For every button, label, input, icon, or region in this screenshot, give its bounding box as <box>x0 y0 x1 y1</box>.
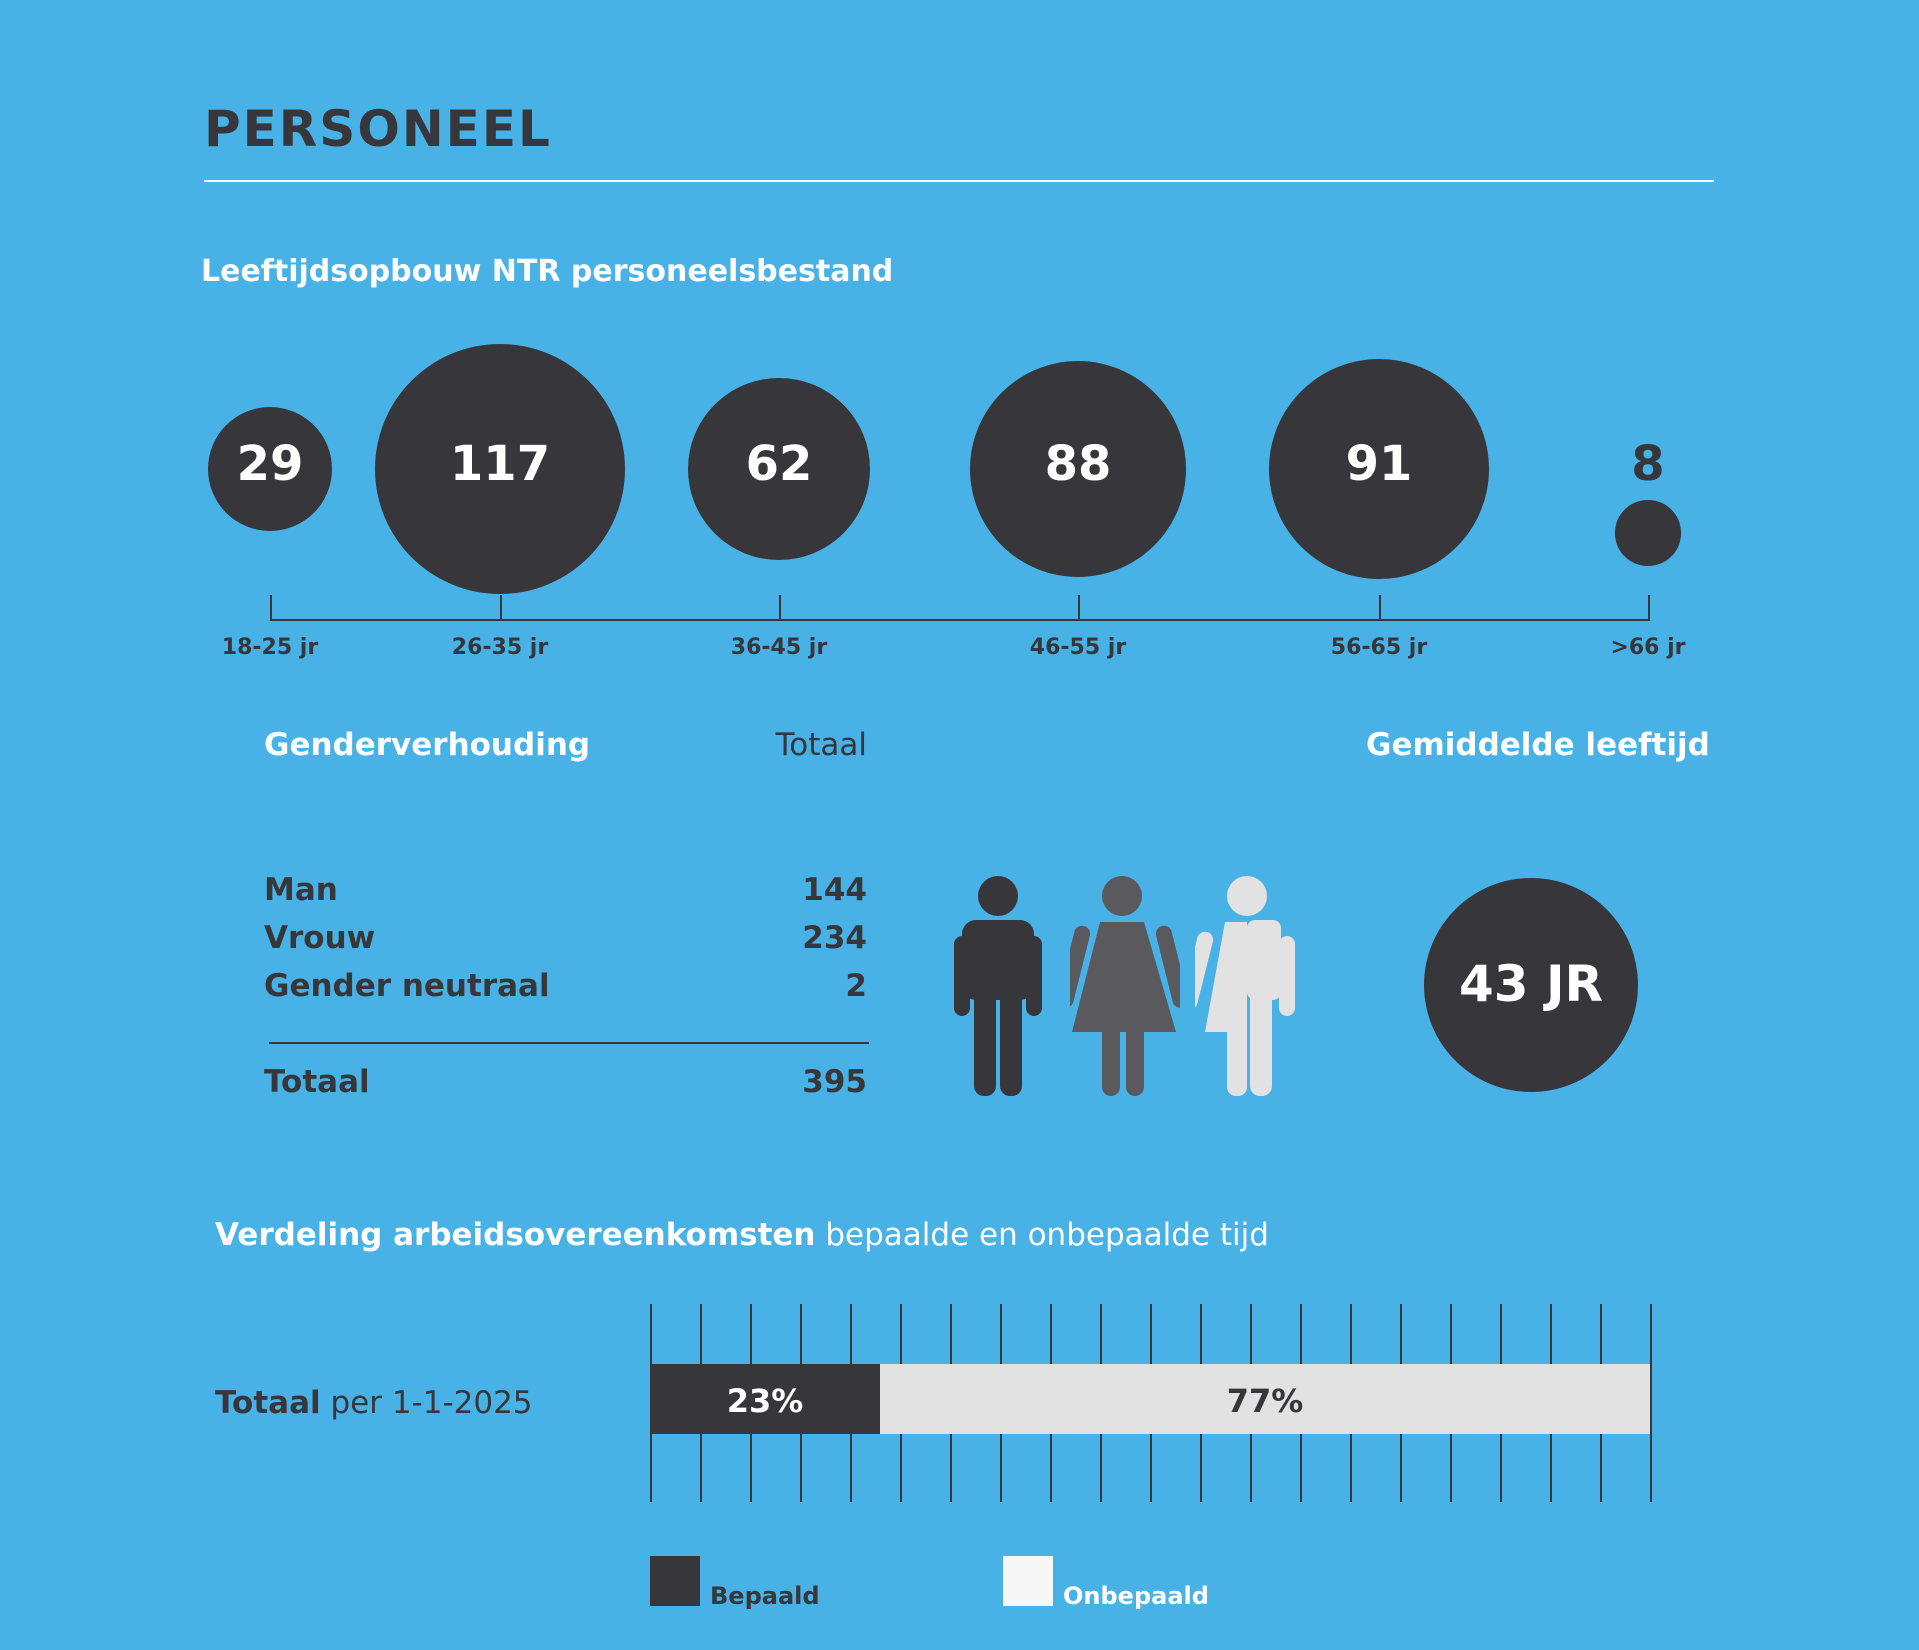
legend-swatch-onbepaald <box>1003 1556 1053 1606</box>
contracts-title-bold: Verdeling arbeidsovereenkomsten <box>215 1217 816 1253</box>
contracts-title-suffix: bepaalde en onbepaalde tijd <box>825 1217 1269 1253</box>
title-divider <box>204 180 1714 182</box>
contracts-row-label: Totaal per 1-1-2025 <box>215 1385 533 1421</box>
age-bubble-value: 88 <box>1044 436 1112 492</box>
age-category-label: 26-35 jr <box>451 635 549 660</box>
age-axis-line <box>270 619 1650 621</box>
contracts-bar-label: 23% <box>726 1382 804 1420</box>
age-bubble <box>969 360 1187 578</box>
gender-row-value: 234 <box>802 920 867 956</box>
gender-heading: Genderverhouding <box>264 727 591 763</box>
contracts-row-label-suffix: per 1-1-2025 <box>330 1385 533 1421</box>
page-title: PERSONEEL <box>204 100 552 158</box>
age-bubble-value: 29 <box>236 436 304 492</box>
age-chart-title: Leeftijdsopbouw NTR personeelsbestand <box>201 254 894 289</box>
age-axis-tick <box>1648 595 1650 621</box>
age-bubble <box>1615 500 1681 566</box>
contracts-bar-segment-bepaald <box>650 1364 880 1434</box>
age-axis-tick <box>500 595 502 621</box>
contracts-row-label-bold: Totaal <box>215 1385 321 1421</box>
gender-neutral-icon <box>1195 876 1295 1096</box>
age-category-label: >66 jr <box>1610 635 1686 660</box>
gender-row-label: Vrouw <box>264 920 376 956</box>
contracts-grid-tick <box>1650 1304 1652 1502</box>
age-category-label: 56-65 jr <box>1330 635 1428 660</box>
age-category-label: 18-25 jr <box>221 635 319 660</box>
contracts-chart-title: Verdeling arbeidsovereenkomsten bepaalde… <box>215 1217 1269 1253</box>
average-age-value: 43 JR <box>1458 955 1604 1013</box>
contracts-bar-segment-onbepaald <box>880 1364 1650 1434</box>
age-category-label: 46-55 jr <box>1029 635 1127 660</box>
age-category-label: 36-45 jr <box>730 635 828 660</box>
age-bubble-value: 117 <box>449 436 551 492</box>
age-bubble <box>375 344 625 594</box>
woman-icon <box>1070 876 1180 1096</box>
gender-row-value: 144 <box>802 872 867 908</box>
age-bubble <box>1268 358 1490 580</box>
gender-total-heading: Totaal <box>775 727 867 763</box>
legend-label-bepaald: Bepaald <box>710 1582 820 1610</box>
gender-table-divider <box>269 1042 869 1044</box>
legend-swatch-bepaald <box>650 1556 700 1606</box>
legend-label-onbepaald: Onbepaald <box>1063 1582 1209 1610</box>
gender-row-label: Man <box>264 872 338 908</box>
gender-row-value: 2 <box>845 968 867 1004</box>
age-bubble <box>688 378 870 560</box>
age-bubble-value: 62 <box>745 436 813 492</box>
age-axis-tick <box>1379 595 1381 621</box>
age-bubble-value: 8 <box>1631 436 1665 492</box>
gender-total-label: Totaal <box>264 1064 370 1100</box>
age-axis-tick <box>1078 595 1080 621</box>
age-bubble <box>207 406 333 532</box>
man-icon <box>954 876 1042 1096</box>
gender-row-label: Gender neutraal <box>264 968 550 1004</box>
average-age-bubble <box>1424 878 1638 1092</box>
age-bubble-value: 91 <box>1345 436 1413 492</box>
age-axis-tick <box>270 595 272 621</box>
average-age-heading: Gemiddelde leeftijd <box>1366 727 1710 763</box>
contracts-bar-label: 77% <box>1226 1382 1304 1420</box>
gender-total-value: 395 <box>802 1064 867 1100</box>
age-axis-tick <box>779 595 781 621</box>
